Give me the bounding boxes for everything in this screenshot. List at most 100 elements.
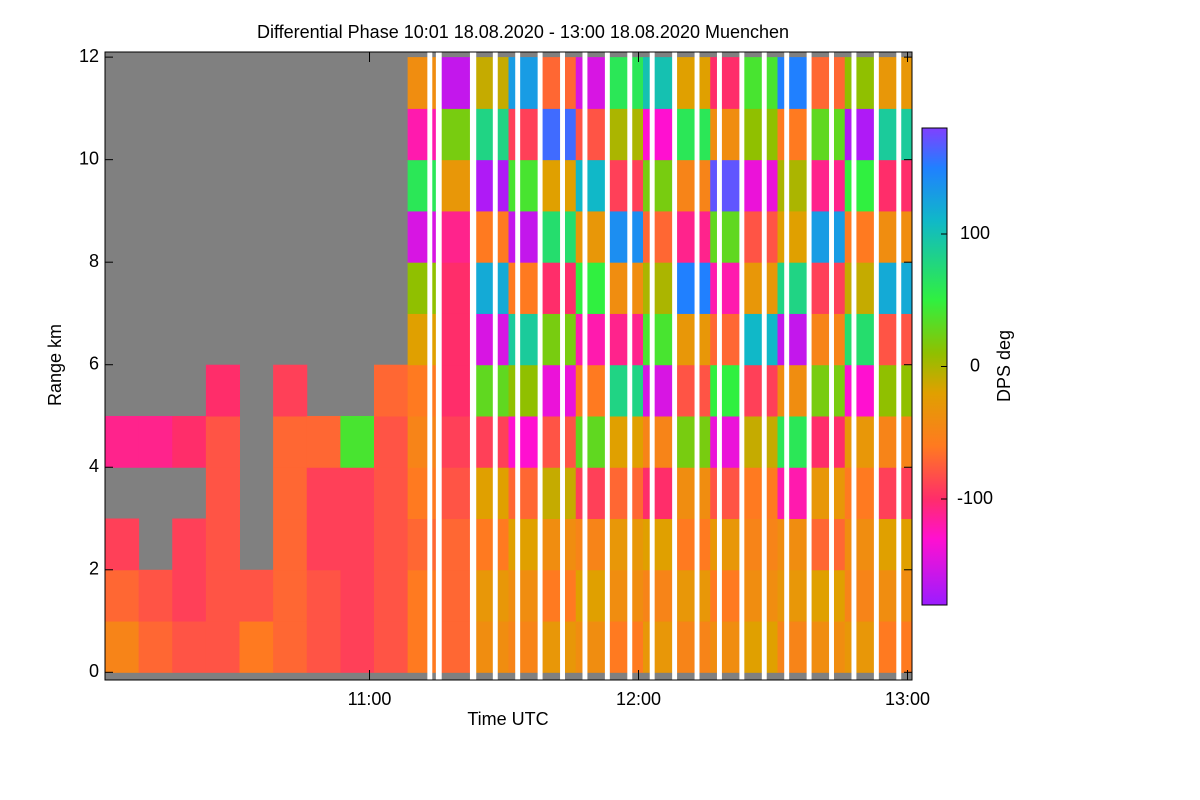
- heat-cell: [844, 415, 879, 468]
- heat-cell: [676, 621, 711, 673]
- heat-cell: [105, 518, 140, 571]
- heat-cell: [777, 518, 812, 571]
- heat-cell: [441, 57, 476, 109]
- colorbar-tick-label: 0: [970, 355, 980, 375]
- heat-cell: [710, 415, 745, 468]
- no-data-gap: [761, 52, 767, 680]
- heat-cell: [441, 467, 476, 520]
- x-tick-label: 11:00: [348, 689, 392, 709]
- heat-cell: [643, 415, 678, 468]
- heat-cell: [844, 108, 879, 161]
- heat-cell: [138, 621, 173, 673]
- no-data-gap: [896, 52, 902, 680]
- heat-cell: [676, 569, 711, 622]
- heat-cell: [474, 57, 509, 109]
- heat-cell: [542, 159, 577, 212]
- heat-cell: [441, 210, 476, 263]
- heat-cell: [205, 621, 240, 673]
- heat-cell: [474, 210, 509, 263]
- heat-cell: [643, 210, 678, 263]
- heat-cell: [441, 569, 476, 622]
- heat-cell: [474, 159, 509, 212]
- heat-cell: [508, 364, 543, 417]
- heat-cell: [172, 621, 207, 673]
- heat-cell: [643, 467, 678, 520]
- heat-cell: [340, 621, 375, 673]
- heat-cell: [508, 518, 543, 571]
- heat-cell: [542, 262, 577, 314]
- plot-area: [105, 52, 913, 680]
- heat-cell: [273, 569, 308, 622]
- heat-cell: [474, 108, 509, 161]
- heat-cell: [878, 57, 913, 109]
- no-data-gap: [716, 52, 722, 680]
- heat-cell: [306, 518, 341, 571]
- heat-cell: [676, 518, 711, 571]
- heat-cell: [542, 57, 577, 109]
- heat-cell: [441, 108, 476, 161]
- y-tick-label: 8: [89, 251, 99, 271]
- heat-cell: [710, 159, 745, 212]
- heat-cell: [575, 210, 610, 263]
- heat-cell: [643, 313, 678, 366]
- heat-cell: [710, 467, 745, 520]
- heat-cell: [743, 159, 778, 212]
- heat-cell: [878, 313, 913, 366]
- heat-cell: [441, 313, 476, 366]
- heat-cell: [508, 467, 543, 520]
- heat-cell: [676, 210, 711, 263]
- y-tick-label: 10: [79, 148, 99, 168]
- heat-cell: [811, 621, 846, 673]
- heat-cell: [643, 262, 678, 314]
- heat-cell: [374, 518, 409, 571]
- heat-cell: [306, 569, 341, 622]
- heat-cell: [878, 159, 913, 212]
- heat-cell: [575, 569, 610, 622]
- heat-cell: [710, 569, 745, 622]
- heat-cell: [542, 364, 577, 417]
- no-data-gap: [427, 52, 433, 680]
- heat-cell: [205, 364, 240, 417]
- no-data-gap: [672, 52, 678, 680]
- heat-cell: [878, 467, 913, 520]
- heat-cell: [374, 415, 409, 468]
- heat-cell: [239, 621, 274, 673]
- heat-cell: [609, 364, 644, 417]
- heat-cell: [609, 621, 644, 673]
- heat-cell: [172, 518, 207, 571]
- heat-cell: [676, 159, 711, 212]
- no-data-gap: [469, 52, 477, 680]
- heat-cell: [710, 364, 745, 417]
- chart-title: Differential Phase 10:01 18.08.2020 - 13…: [257, 22, 789, 42]
- heat-cell: [542, 108, 577, 161]
- no-data-gap: [829, 52, 834, 680]
- heat-cell: [542, 415, 577, 468]
- no-data-gap: [604, 52, 610, 680]
- heat-cell: [811, 467, 846, 520]
- colorbar-label: DPS deg: [994, 330, 1014, 402]
- no-data-gap: [851, 52, 857, 680]
- heat-cell: [811, 518, 846, 571]
- heat-cell: [609, 313, 644, 366]
- heat-cell: [743, 569, 778, 622]
- heat-cell: [844, 621, 879, 673]
- heat-cell: [609, 569, 644, 622]
- heat-cell: [474, 518, 509, 571]
- heat-cell: [374, 364, 409, 417]
- heat-cell: [441, 415, 476, 468]
- y-axis-label: Range km: [45, 324, 65, 406]
- heat-cell: [508, 159, 543, 212]
- heat-cell: [743, 313, 778, 366]
- heat-cell: [609, 518, 644, 571]
- heat-cell: [844, 210, 879, 263]
- heat-cell: [844, 262, 879, 314]
- heat-cell: [676, 262, 711, 314]
- heat-cell: [441, 159, 476, 212]
- heat-cell: [542, 313, 577, 366]
- heat-cell: [743, 621, 778, 673]
- heat-cell: [844, 57, 879, 109]
- heat-cell: [643, 621, 678, 673]
- heat-cell: [306, 415, 341, 468]
- heat-cell: [609, 57, 644, 109]
- heat-cell: [474, 621, 509, 673]
